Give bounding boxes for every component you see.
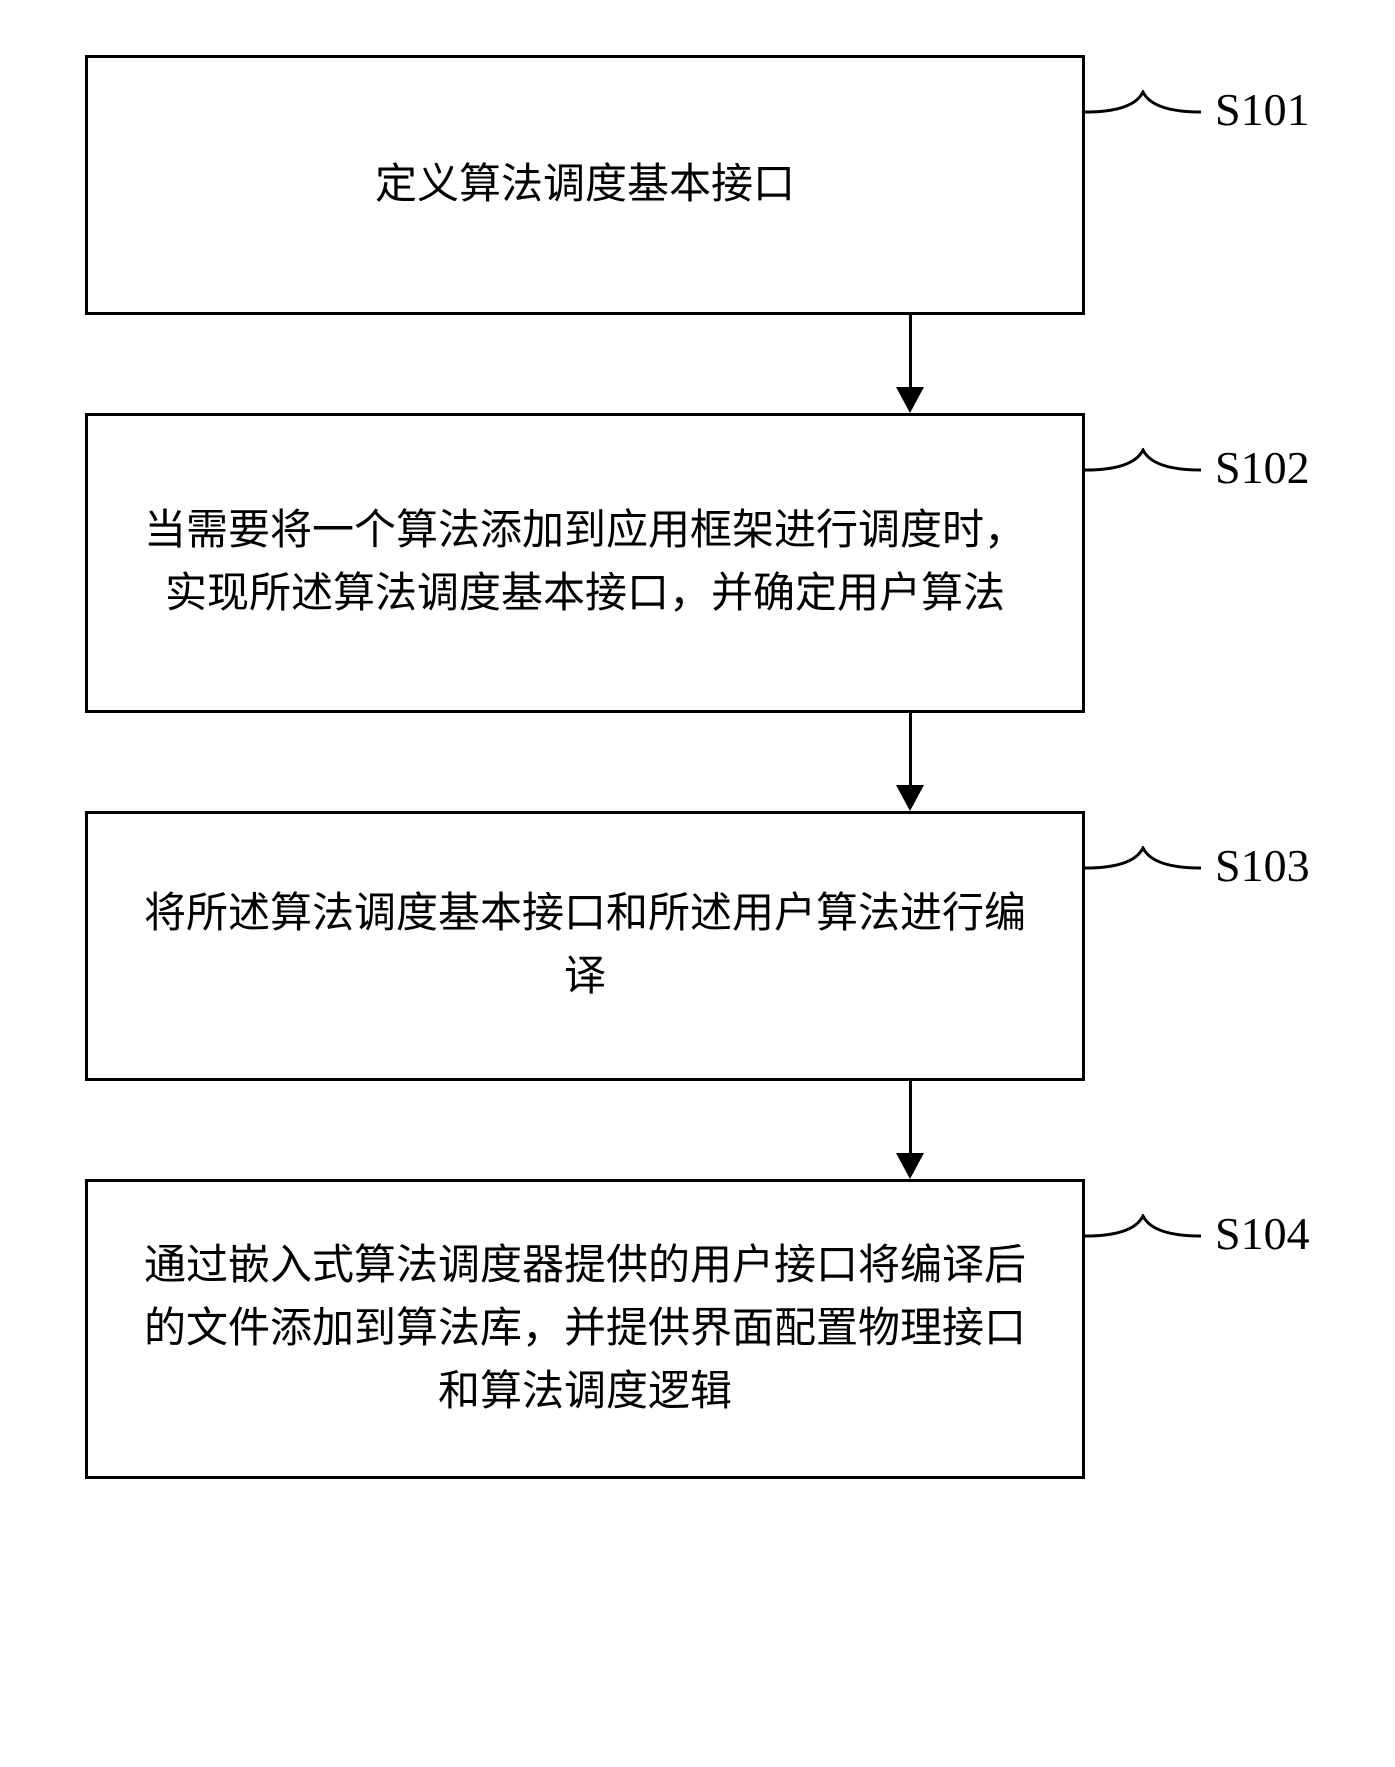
flow-node: 将所述算法调度基本接口和所述用户算法进行编译 S103 — [85, 811, 1245, 1081]
arrow-head-icon — [896, 1153, 924, 1179]
node-box-s103: 将所述算法调度基本接口和所述用户算法进行编译 — [85, 811, 1085, 1081]
flow-node: 定义算法调度基本接口 S101 — [85, 55, 1245, 315]
node-text: 将所述算法调度基本接口和所述用户算法进行编译 — [128, 883, 1042, 1009]
label-connector-curve — [1083, 846, 1203, 906]
step-label: S104 — [1215, 1207, 1310, 1260]
step-label: S101 — [1215, 83, 1310, 136]
label-connector-curve — [1083, 448, 1203, 508]
arrow-shaft — [909, 315, 912, 387]
step-label: S102 — [1215, 441, 1310, 494]
node-box-s101: 定义算法调度基本接口 — [85, 55, 1085, 315]
node-text: 当需要将一个算法添加到应用框架进行调度时，实现所述算法调度基本接口，并确定用户算… — [128, 500, 1042, 626]
label-connector-curve — [1083, 90, 1203, 150]
arrow-head-icon — [896, 785, 924, 811]
arrow-shaft — [909, 713, 912, 785]
flow-node: 通过嵌入式算法调度器提供的用户接口将编译后的文件添加到算法库，并提供界面配置物理… — [85, 1179, 1245, 1479]
node-box-s102: 当需要将一个算法添加到应用框架进行调度时，实现所述算法调度基本接口，并确定用户算… — [85, 413, 1085, 713]
node-box-s104: 通过嵌入式算法调度器提供的用户接口将编译后的文件添加到算法库，并提供界面配置物理… — [85, 1179, 1085, 1479]
flow-arrow — [575, 713, 1245, 811]
flow-arrow — [575, 1081, 1245, 1179]
flow-arrow — [575, 315, 1245, 413]
label-connector-curve — [1083, 1214, 1203, 1274]
node-text: 定义算法调度基本接口 — [375, 154, 795, 217]
flow-node: 当需要将一个算法添加到应用框架进行调度时，实现所述算法调度基本接口，并确定用户算… — [85, 413, 1245, 713]
node-text: 通过嵌入式算法调度器提供的用户接口将编译后的文件添加到算法库，并提供界面配置物理… — [128, 1235, 1042, 1424]
arrow-shaft — [909, 1081, 912, 1153]
arrow-head-icon — [896, 387, 924, 413]
flowchart-container: 定义算法调度基本接口 S101 当需要将一个算法添加到应用框架进行调度时，实现所… — [85, 55, 1245, 1479]
step-label: S103 — [1215, 839, 1310, 892]
